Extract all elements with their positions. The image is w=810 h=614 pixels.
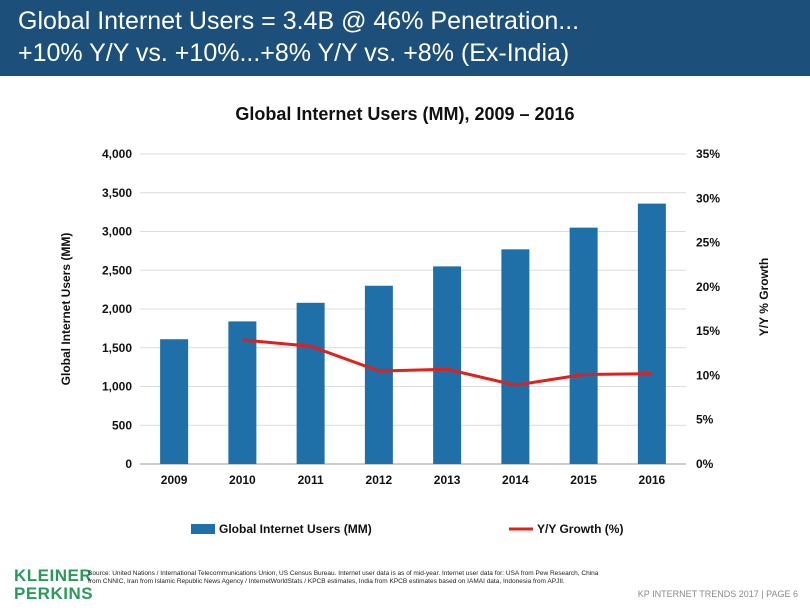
logo-line1: KLEINER [14, 566, 93, 585]
slide-title-line1: Global Internet Users = 3.4B @ 46% Penet… [18, 7, 580, 35]
y-tick-label: 3,500 [102, 186, 132, 200]
y-tick-label: 1,500 [102, 341, 132, 355]
bar [637, 203, 666, 464]
y2-tick-label: 0% [696, 457, 714, 471]
legend-label-line: Y/Y Growth (%) [537, 522, 623, 536]
y2-tick-label: 15% [696, 324, 720, 338]
x-tick-label: 2012 [366, 473, 393, 487]
bar [296, 302, 325, 464]
bar [228, 321, 257, 464]
x-tick-label: 2009 [161, 473, 188, 487]
x-tick-label: 2015 [570, 473, 597, 487]
legend-label-bars: Global Internet Users (MM) [219, 522, 372, 536]
y-tick-label: 3,000 [102, 225, 132, 239]
y2-tick-label: 25% [696, 236, 720, 250]
x-tick-label: 2010 [229, 473, 256, 487]
y2-tick-label: 30% [696, 191, 720, 205]
y2-tick-label: 35% [696, 147, 720, 161]
y2-tick-label: 10% [696, 368, 720, 382]
growth-line [242, 338, 652, 387]
y-tick-label: 2,000 [102, 302, 132, 316]
y-tick-label: 1,000 [102, 380, 132, 394]
y2-tick-label: 5% [696, 413, 714, 427]
bar [569, 227, 598, 464]
y-tick-label: 4,000 [102, 147, 132, 161]
bar [364, 285, 393, 464]
y2-axis-title: Y/Y % Growth [757, 258, 771, 336]
bar [501, 249, 530, 464]
legend-swatch-bars [191, 524, 215, 534]
y-tick-label: 2,500 [102, 263, 132, 277]
y-tick-label: 500 [112, 418, 132, 432]
slide-header: Global Internet Users = 3.4B @ 46% Penet… [0, 0, 810, 76]
chart-title: Global Internet Users (MM), 2009 – 2016 [235, 104, 575, 124]
x-tick-label: 2011 [298, 473, 324, 487]
logo-line2: PERKINS [14, 584, 94, 603]
y-tick-label: 0 [125, 457, 132, 471]
x-tick-label: 2013 [434, 473, 461, 487]
slide-title-line2: +10% Y/Y vs. +10%...+8% Y/Y vs. +8% (Ex-… [18, 39, 570, 67]
bar [433, 266, 462, 464]
y2-tick-label: 20% [696, 280, 720, 294]
bar [160, 339, 189, 464]
x-tick-label: 2016 [639, 473, 666, 487]
kleiner-perkins-logo: KLEINER PERKINS [14, 567, 93, 603]
x-tick-label: 2014 [502, 473, 529, 487]
source-note: Source: United Nations / International T… [88, 570, 599, 585]
y-axis-title: Global Internet Users (MM) [59, 233, 73, 386]
page-label: KP INTERNET TRENDS 2017 | PAGE 6 [637, 589, 798, 599]
